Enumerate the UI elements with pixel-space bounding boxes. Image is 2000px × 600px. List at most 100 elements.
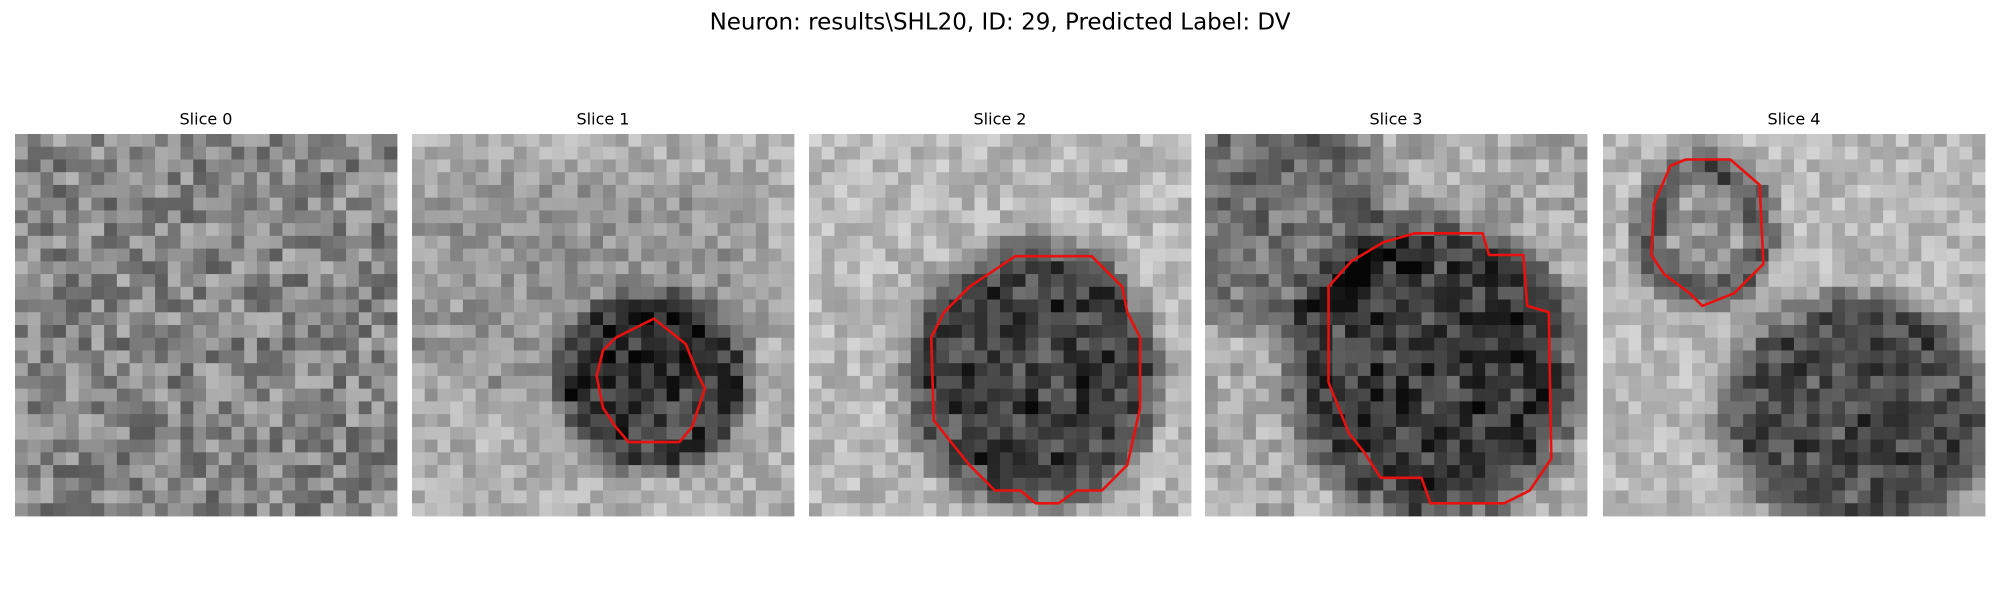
pixel bbox=[781, 388, 795, 402]
pixel bbox=[885, 375, 899, 390]
pixel bbox=[1692, 388, 1706, 402]
pixel bbox=[1755, 452, 1769, 466]
pixel bbox=[1459, 363, 1473, 377]
pixel bbox=[653, 375, 668, 390]
pixel bbox=[78, 261, 92, 275]
pixel bbox=[898, 312, 912, 326]
pixel bbox=[1217, 363, 1231, 377]
pixel bbox=[1819, 414, 1833, 428]
pixel bbox=[1666, 503, 1680, 517]
pixel bbox=[885, 325, 899, 339]
pixel bbox=[40, 375, 54, 390]
pixel bbox=[898, 184, 912, 199]
pixel bbox=[552, 134, 566, 148]
pixel bbox=[628, 350, 642, 364]
pixel bbox=[333, 197, 347, 211]
pixel bbox=[987, 439, 1001, 453]
pixel bbox=[730, 210, 744, 224]
pixel bbox=[1870, 414, 1884, 428]
pixel bbox=[53, 248, 67, 262]
pixel bbox=[116, 172, 130, 186]
pixel bbox=[1230, 172, 1244, 186]
pixel bbox=[1152, 134, 1166, 148]
pixel bbox=[1345, 274, 1359, 288]
pixel bbox=[295, 286, 309, 300]
pixel bbox=[859, 286, 874, 300]
pixel bbox=[1357, 375, 1371, 390]
pixel bbox=[1603, 286, 1617, 300]
pixel bbox=[1396, 261, 1410, 275]
pixel bbox=[653, 388, 668, 402]
pixel bbox=[371, 452, 385, 466]
pixel bbox=[1268, 312, 1282, 326]
pixel bbox=[910, 363, 924, 377]
pixel bbox=[1615, 465, 1629, 479]
pixel bbox=[679, 490, 693, 504]
pixel bbox=[282, 503, 296, 517]
pixel bbox=[269, 401, 283, 415]
pixel bbox=[1332, 503, 1346, 517]
pixel bbox=[1012, 401, 1026, 415]
pixel bbox=[885, 490, 899, 504]
pixel bbox=[1972, 465, 1986, 479]
pixel bbox=[1063, 388, 1077, 402]
pixel bbox=[704, 388, 718, 402]
pixel bbox=[564, 134, 578, 148]
pixel bbox=[641, 477, 655, 491]
pixel bbox=[295, 477, 309, 491]
pixel bbox=[936, 465, 950, 479]
pixel bbox=[1561, 363, 1575, 377]
pixel bbox=[1806, 388, 1820, 402]
pixel bbox=[371, 299, 385, 313]
pixel bbox=[1268, 210, 1282, 224]
pixel bbox=[65, 363, 80, 377]
pixel bbox=[743, 223, 757, 237]
pixel bbox=[15, 388, 29, 402]
pixel bbox=[1345, 465, 1359, 479]
pixel bbox=[358, 146, 372, 160]
pixel bbox=[1472, 197, 1486, 211]
pixel bbox=[40, 426, 54, 440]
pixel bbox=[1603, 223, 1617, 237]
pixel bbox=[1319, 159, 1333, 173]
pixel bbox=[755, 223, 769, 237]
pixel bbox=[91, 388, 105, 402]
pixel bbox=[1370, 477, 1384, 491]
pixel bbox=[1459, 414, 1473, 428]
pixel bbox=[1819, 490, 1833, 504]
pixel bbox=[781, 172, 795, 186]
pixel bbox=[142, 414, 156, 428]
pixel bbox=[1485, 363, 1499, 377]
pixel bbox=[1101, 172, 1115, 186]
pixel bbox=[552, 401, 566, 415]
pixel bbox=[1857, 375, 1871, 390]
pixel bbox=[1152, 172, 1166, 186]
pixel bbox=[1666, 134, 1680, 148]
pixel bbox=[116, 274, 130, 288]
pixel bbox=[1615, 299, 1629, 313]
pixel bbox=[590, 223, 604, 237]
pixel bbox=[129, 477, 143, 491]
pixel bbox=[1000, 299, 1014, 313]
pixel bbox=[167, 223, 181, 237]
pixel bbox=[513, 363, 527, 377]
pixel bbox=[371, 146, 385, 160]
pixel bbox=[1345, 490, 1359, 504]
pixel bbox=[1959, 261, 1973, 275]
pixel bbox=[1666, 401, 1680, 415]
pixel bbox=[167, 477, 181, 491]
pixel bbox=[834, 452, 848, 466]
pixel bbox=[1908, 465, 1922, 479]
pixel bbox=[1306, 223, 1320, 237]
pixel bbox=[27, 134, 41, 148]
pixel bbox=[1768, 426, 1782, 440]
pixel bbox=[1357, 337, 1371, 351]
pixel bbox=[961, 312, 975, 326]
pixel bbox=[859, 235, 874, 249]
pixel bbox=[552, 375, 566, 390]
pixel bbox=[1294, 490, 1308, 504]
pixel bbox=[231, 375, 245, 390]
pixel bbox=[1357, 312, 1371, 326]
pixel bbox=[1574, 210, 1588, 224]
pixel bbox=[1396, 146, 1410, 160]
